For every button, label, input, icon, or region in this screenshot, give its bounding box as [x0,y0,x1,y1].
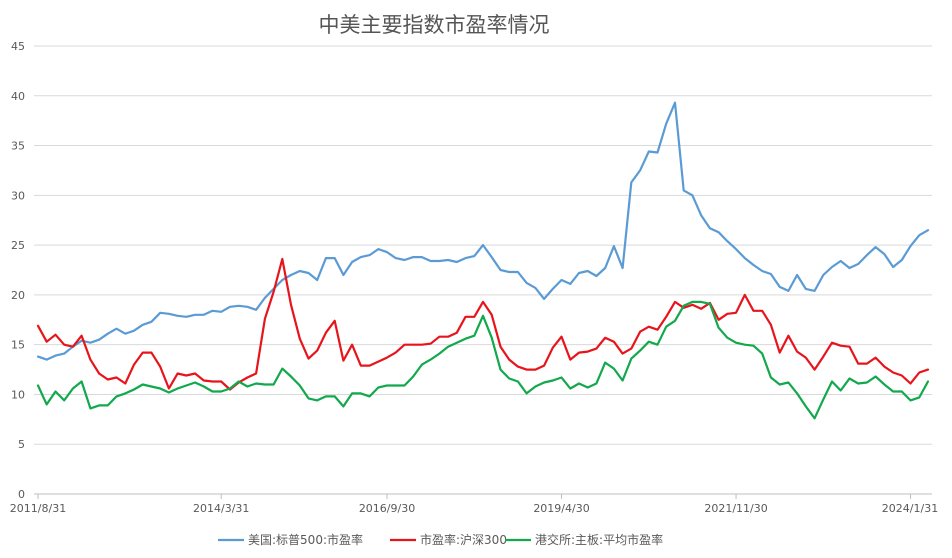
chart-title: 中美主要指数市盈率情况 [319,13,550,37]
legend: 美国:标普500:市盈率 市盈率:沪深300 港交所:主板:平均市盈率 [218,532,663,547]
y-tick-label: 45 [11,40,25,53]
y-tick-label: 0 [18,488,25,501]
series-lines [36,101,930,420]
sp500-pe-line [36,101,930,361]
legend-item-hkex: 港交所:主板:平均市盈率 [505,532,663,547]
x-tick-label: 2011/8/31 [10,502,66,515]
y-tick-label: 20 [11,289,25,302]
y-tick-label: 30 [11,189,25,202]
hkex-pe-line [36,300,930,420]
y-tick-label: 10 [11,388,25,401]
y-tick-label: 35 [11,140,25,153]
x-tick-label: 2021/11/30 [704,502,767,515]
y-tick-label: 15 [11,339,25,352]
legend-label: 美国:标普500:市盈率 [248,532,363,547]
x-tick-label: 2016/9/30 [359,502,415,515]
y-axis: 0 5 10 15 20 25 30 35 40 45 [11,40,25,501]
legend-item-hs300: 市盈率:沪深300 [390,532,507,547]
legend-label: 市盈率:沪深300 [420,532,507,547]
hs300-pe-line [36,257,930,391]
legend-item-sp500: 美国:标普500:市盈率 [218,532,363,547]
y-tick-label: 40 [11,90,25,103]
y-tick-label: 25 [11,239,25,252]
x-tick-label: 2019/4/30 [533,502,589,515]
y-tick-label: 5 [18,438,25,451]
x-tick-label: 2024/1/31 [882,502,938,515]
legend-label: 港交所:主板:平均市盈率 [535,532,663,547]
x-tick-label: 2014/3/31 [193,502,249,515]
x-axis: 2011/8/31 2014/3/31 2016/9/30 2019/4/30 2021… [10,493,938,515]
